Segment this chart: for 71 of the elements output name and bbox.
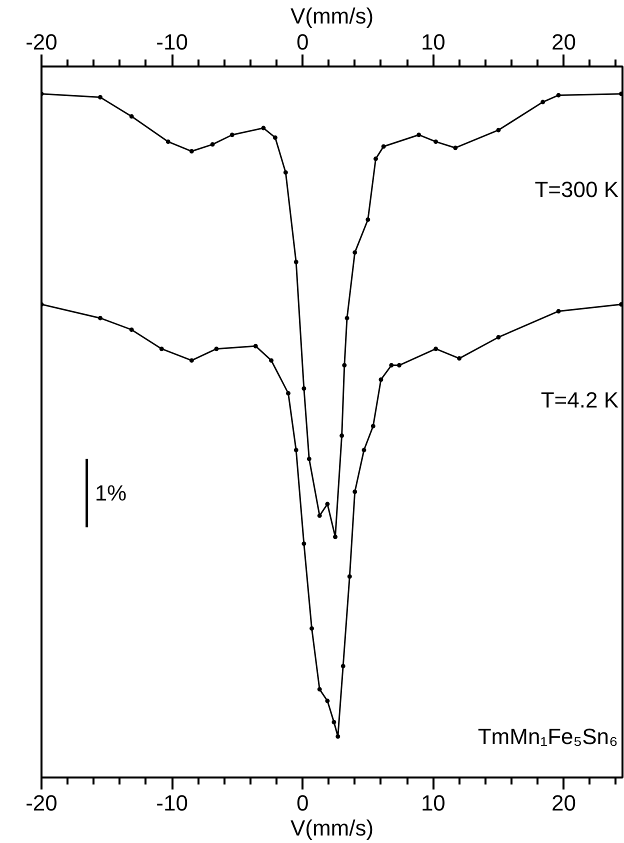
point	[342, 363, 347, 368]
point	[373, 156, 378, 162]
point	[347, 574, 352, 579]
point	[210, 142, 215, 147]
point	[378, 377, 384, 382]
point	[457, 356, 462, 361]
point	[294, 448, 298, 452]
annotation: TmMn₁Fe₅Sn₆	[478, 724, 618, 749]
point	[189, 358, 194, 363]
point	[98, 95, 103, 100]
point	[283, 170, 288, 175]
point	[98, 316, 103, 320]
x2-tick-label: -10	[156, 790, 188, 816]
point	[310, 626, 314, 631]
x-tick-label: -10	[156, 30, 188, 54]
point	[302, 386, 306, 391]
point	[214, 346, 219, 352]
point	[434, 139, 438, 144]
point	[396, 363, 402, 368]
point	[261, 126, 266, 130]
point	[336, 734, 340, 739]
point	[286, 391, 291, 396]
point	[556, 309, 561, 314]
point	[453, 146, 458, 150]
point	[166, 139, 170, 144]
point	[352, 489, 358, 494]
point	[381, 144, 386, 149]
x2-tick-label: 20	[552, 790, 576, 816]
x2-tick-label: 0	[296, 790, 309, 816]
x-tick-label: 10	[420, 30, 446, 54]
text: T=300 K	[534, 177, 619, 202]
point	[317, 687, 322, 692]
point	[434, 346, 438, 352]
point	[352, 250, 358, 255]
point	[253, 344, 258, 348]
point	[325, 698, 330, 704]
point	[496, 128, 501, 132]
point	[189, 149, 194, 154]
x-tick-label: -20	[26, 30, 58, 54]
x2-tick-label: 10	[420, 790, 446, 816]
point	[340, 433, 344, 438]
point	[306, 456, 312, 462]
point	[366, 217, 370, 222]
point	[344, 316, 350, 320]
x-tick-label: 20	[552, 30, 576, 54]
x-axis-title: V(mm/s)	[290, 816, 374, 840]
point	[294, 260, 298, 264]
x2-tick-label: -20	[26, 790, 58, 816]
point	[272, 135, 278, 140]
x-tick-label: 0	[296, 30, 309, 54]
point	[540, 100, 546, 104]
point	[129, 327, 134, 332]
point	[416, 132, 422, 138]
point	[362, 448, 366, 452]
point	[325, 502, 330, 506]
point	[269, 358, 274, 363]
point	[370, 424, 376, 428]
annotation: 1%	[94, 480, 127, 506]
point	[332, 720, 336, 724]
point	[340, 664, 346, 668]
point	[317, 513, 322, 518]
point	[496, 334, 501, 340]
point	[389, 363, 394, 368]
point	[159, 346, 164, 352]
x2-axis-title: V(mm/s)	[290, 4, 374, 28]
text: T=4.2 K	[540, 388, 619, 413]
point	[302, 541, 306, 546]
point	[230, 132, 234, 138]
point	[333, 534, 338, 540]
point	[556, 92, 561, 98]
point	[129, 114, 134, 119]
